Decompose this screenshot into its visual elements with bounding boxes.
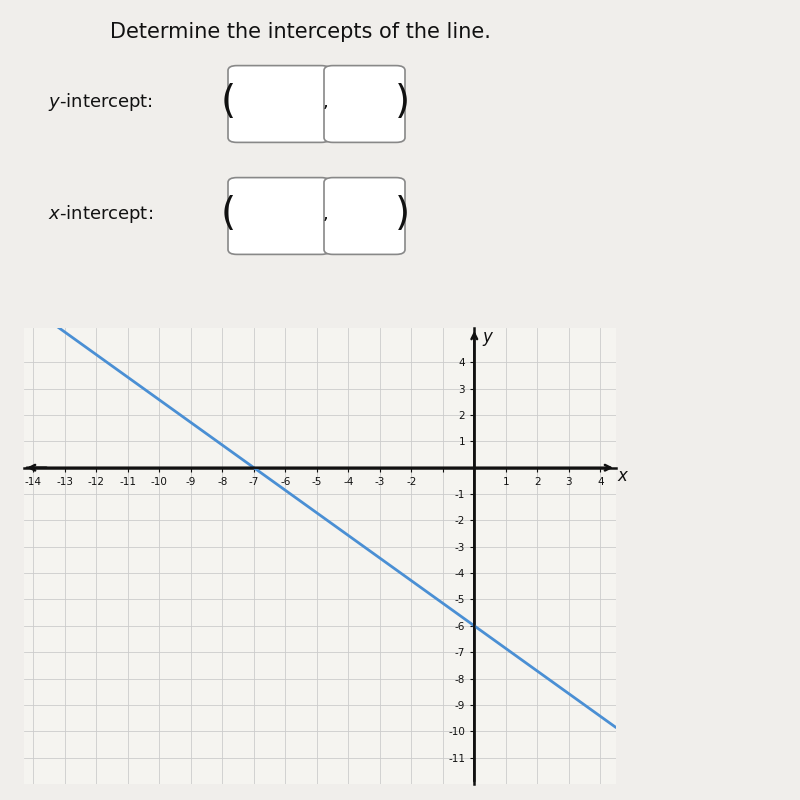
Text: ,: , [322,94,328,111]
Text: y: y [482,328,492,346]
Text: ): ) [394,195,410,234]
Text: x: x [618,466,627,485]
Text: ): ) [394,83,410,122]
FancyBboxPatch shape [324,178,405,254]
Text: ,: , [322,206,328,223]
FancyBboxPatch shape [324,66,405,142]
Text: (: ( [221,83,235,122]
FancyBboxPatch shape [228,178,330,254]
FancyBboxPatch shape [228,66,330,142]
Text: $x$-intercept:: $x$-intercept: [48,203,155,226]
Text: $y$-intercept:: $y$-intercept: [48,91,155,114]
Text: Determine the intercepts of the line.: Determine the intercepts of the line. [110,22,490,42]
Text: (: ( [221,195,235,234]
